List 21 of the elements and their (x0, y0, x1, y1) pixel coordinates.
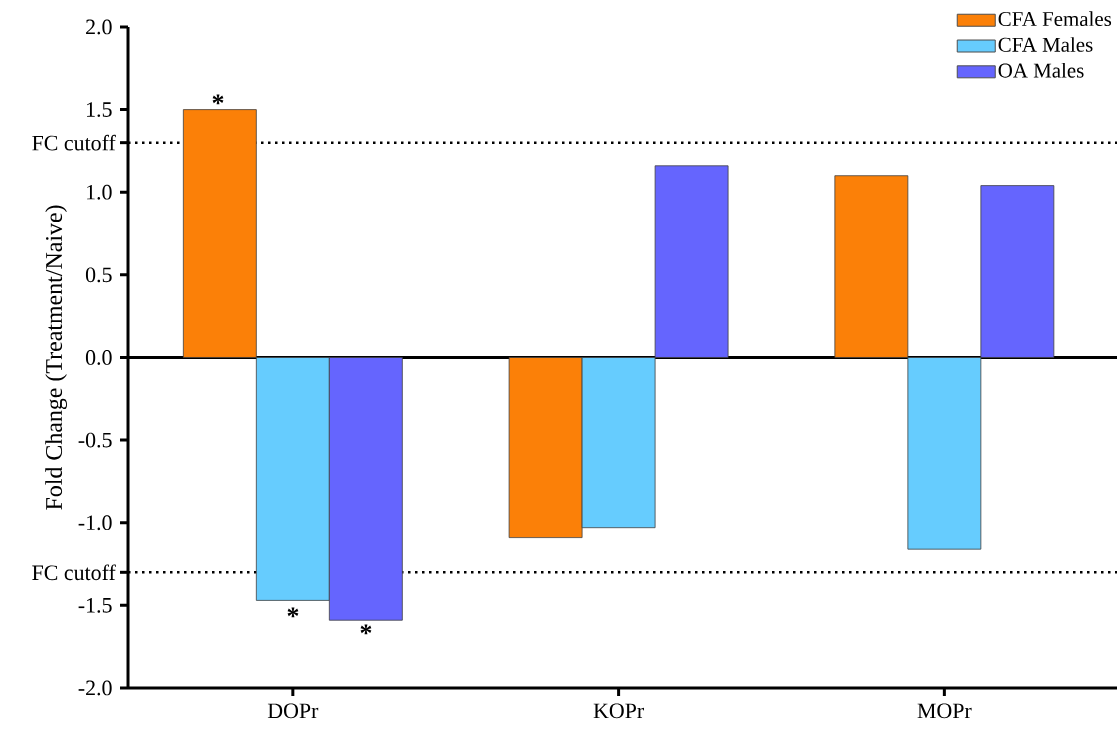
legend-label: CFA Females (998, 11, 1112, 27)
annotation: * (287, 607, 299, 618)
y-tick-label: -1.5 (78, 597, 112, 613)
annotation: * (212, 94, 224, 105)
y-tick-label: -1.0 (78, 515, 112, 531)
legend-label: CFA Males (998, 37, 1093, 52)
y-tick-label: 0.5 (85, 267, 112, 283)
y-tick-label: -2.0 (78, 680, 112, 696)
y-tick-label: 1.5 (87, 102, 112, 117)
y-tick-label: 1.0 (87, 184, 112, 200)
ref-line-label: FC cutoff (32, 134, 116, 151)
legend-label: OA Males (998, 62, 1084, 78)
x-tick-label: DOPr (267, 703, 319, 719)
y-tick-label: 2.0 (86, 19, 112, 35)
x-tick-label: KOPr (593, 703, 644, 719)
ref-line-label: FC cutoff (32, 564, 116, 581)
y-tick-label: 0.0 (85, 350, 112, 365)
annotation: * (360, 624, 372, 635)
y-axis-title: Fold Change (Treatment/Naive) (45, 205, 67, 510)
x-tick-label: MOPr (917, 703, 972, 719)
y-tick-label: -0.5 (78, 432, 112, 448)
